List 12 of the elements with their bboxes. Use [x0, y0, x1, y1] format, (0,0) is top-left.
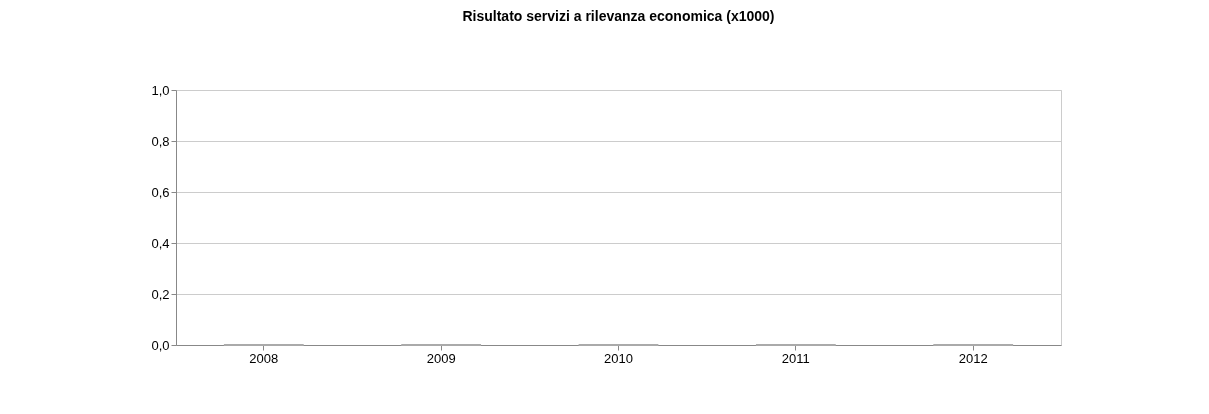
y-tick-label: 0,4 [151, 235, 170, 251]
x-tick-label: 2011 [781, 350, 810, 366]
x-tick-label: 2009 [426, 350, 456, 366]
x-tick-label: 2008 [249, 350, 279, 366]
y-tick-label: 0,6 [151, 184, 170, 200]
y-tick-label: 0,0 [151, 337, 170, 353]
y-tick-label: 1,0 [151, 82, 170, 98]
x-tick-label: 2010 [604, 350, 633, 366]
y-tick-label: 0,8 [151, 133, 170, 149]
x-tick-label: 2012 [958, 350, 988, 366]
y-tick-label: 0,2 [151, 286, 170, 302]
chart-title: Risultato servizi a rilevanza economica (x1000) [462, 8, 775, 24]
